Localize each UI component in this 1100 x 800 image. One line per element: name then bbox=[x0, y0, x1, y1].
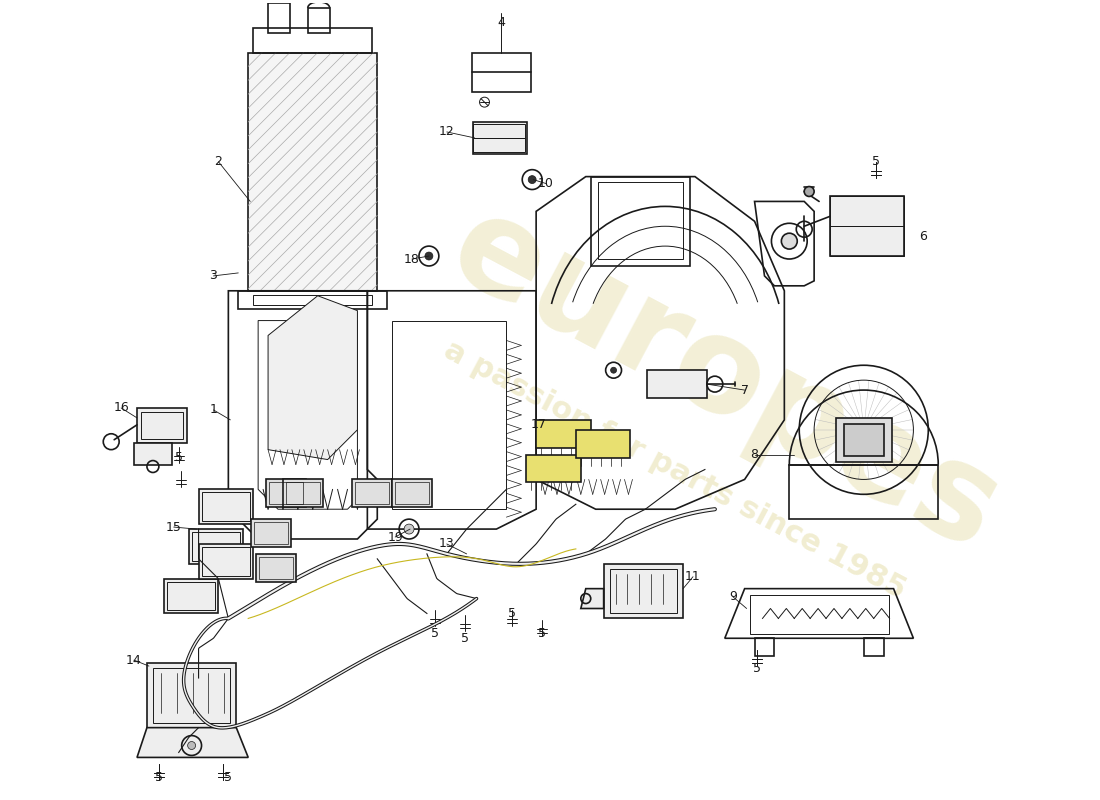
Text: 5: 5 bbox=[224, 770, 232, 784]
Bar bbox=[308, 8, 330, 33]
Bar bbox=[790, 465, 938, 519]
Bar bbox=[286, 482, 320, 504]
Text: 17: 17 bbox=[530, 418, 546, 431]
Bar bbox=[134, 442, 172, 465]
Text: 19: 19 bbox=[387, 530, 403, 543]
Bar bbox=[260, 557, 293, 578]
Text: a passion for parts since 1985: a passion for parts since 1985 bbox=[439, 335, 911, 604]
Polygon shape bbox=[268, 296, 358, 459]
Text: 5: 5 bbox=[461, 632, 469, 645]
Bar bbox=[393, 479, 432, 507]
Text: 5: 5 bbox=[155, 770, 163, 784]
Text: 6: 6 bbox=[920, 230, 927, 242]
Text: 9: 9 bbox=[729, 590, 737, 603]
Bar bbox=[153, 668, 230, 722]
Bar bbox=[253, 28, 372, 53]
Bar bbox=[536, 420, 591, 448]
Text: 5: 5 bbox=[538, 627, 546, 640]
Bar bbox=[201, 492, 250, 521]
Bar bbox=[138, 408, 187, 442]
Text: 5: 5 bbox=[752, 662, 760, 674]
Bar bbox=[355, 482, 389, 504]
Bar bbox=[472, 53, 531, 92]
Bar bbox=[575, 430, 630, 458]
Bar bbox=[647, 370, 707, 398]
Bar bbox=[526, 454, 581, 482]
Text: 5: 5 bbox=[508, 607, 516, 620]
Bar bbox=[141, 412, 183, 438]
Text: 18: 18 bbox=[404, 253, 420, 266]
Text: 1: 1 bbox=[209, 403, 218, 417]
Bar bbox=[597, 182, 683, 259]
Bar bbox=[604, 564, 683, 618]
Bar bbox=[147, 663, 236, 728]
Bar bbox=[283, 479, 322, 507]
Text: 14: 14 bbox=[126, 654, 142, 666]
Bar bbox=[591, 177, 690, 266]
Text: 2: 2 bbox=[214, 155, 222, 168]
Bar bbox=[473, 138, 525, 152]
Text: 5: 5 bbox=[175, 451, 183, 464]
Bar bbox=[609, 569, 678, 614]
Circle shape bbox=[804, 186, 814, 197]
Bar bbox=[268, 3, 290, 33]
Bar bbox=[253, 294, 372, 305]
Text: 13: 13 bbox=[439, 538, 454, 550]
Bar bbox=[201, 547, 250, 576]
Bar bbox=[249, 53, 377, 290]
Bar bbox=[199, 544, 253, 578]
Text: 5: 5 bbox=[431, 627, 439, 640]
Bar bbox=[755, 638, 774, 656]
Circle shape bbox=[781, 234, 798, 249]
Bar bbox=[830, 226, 904, 256]
Bar bbox=[266, 479, 306, 507]
Bar bbox=[270, 482, 302, 504]
Text: 7: 7 bbox=[740, 383, 749, 397]
Bar bbox=[256, 554, 296, 582]
Text: 4: 4 bbox=[497, 16, 505, 30]
Text: 16: 16 bbox=[113, 402, 129, 414]
Bar bbox=[188, 529, 243, 564]
Circle shape bbox=[528, 176, 536, 183]
Bar bbox=[393, 321, 506, 510]
Text: 12: 12 bbox=[439, 126, 454, 138]
Bar bbox=[239, 290, 387, 309]
Text: 15: 15 bbox=[166, 521, 182, 534]
Bar bbox=[830, 197, 904, 256]
Circle shape bbox=[425, 252, 433, 260]
Circle shape bbox=[188, 742, 196, 750]
Bar bbox=[164, 578, 219, 614]
Text: 10: 10 bbox=[538, 177, 554, 190]
Circle shape bbox=[404, 524, 414, 534]
Bar bbox=[830, 197, 904, 226]
Bar bbox=[395, 482, 429, 504]
Bar bbox=[844, 424, 883, 455]
Bar bbox=[254, 522, 288, 544]
Bar bbox=[251, 519, 290, 547]
Bar bbox=[473, 124, 525, 138]
Text: europes: europes bbox=[429, 182, 1021, 578]
Bar bbox=[749, 594, 889, 634]
Text: 3: 3 bbox=[209, 270, 218, 282]
Bar bbox=[199, 490, 253, 524]
Bar bbox=[191, 532, 240, 561]
Bar bbox=[352, 479, 393, 507]
Polygon shape bbox=[581, 589, 604, 609]
Bar bbox=[167, 582, 216, 610]
Text: 5: 5 bbox=[871, 155, 880, 168]
Bar bbox=[836, 418, 892, 462]
Text: 11: 11 bbox=[685, 570, 701, 583]
Bar bbox=[864, 638, 883, 656]
Polygon shape bbox=[138, 728, 249, 758]
Bar bbox=[473, 122, 527, 154]
Circle shape bbox=[610, 367, 617, 373]
Text: 8: 8 bbox=[750, 448, 759, 461]
